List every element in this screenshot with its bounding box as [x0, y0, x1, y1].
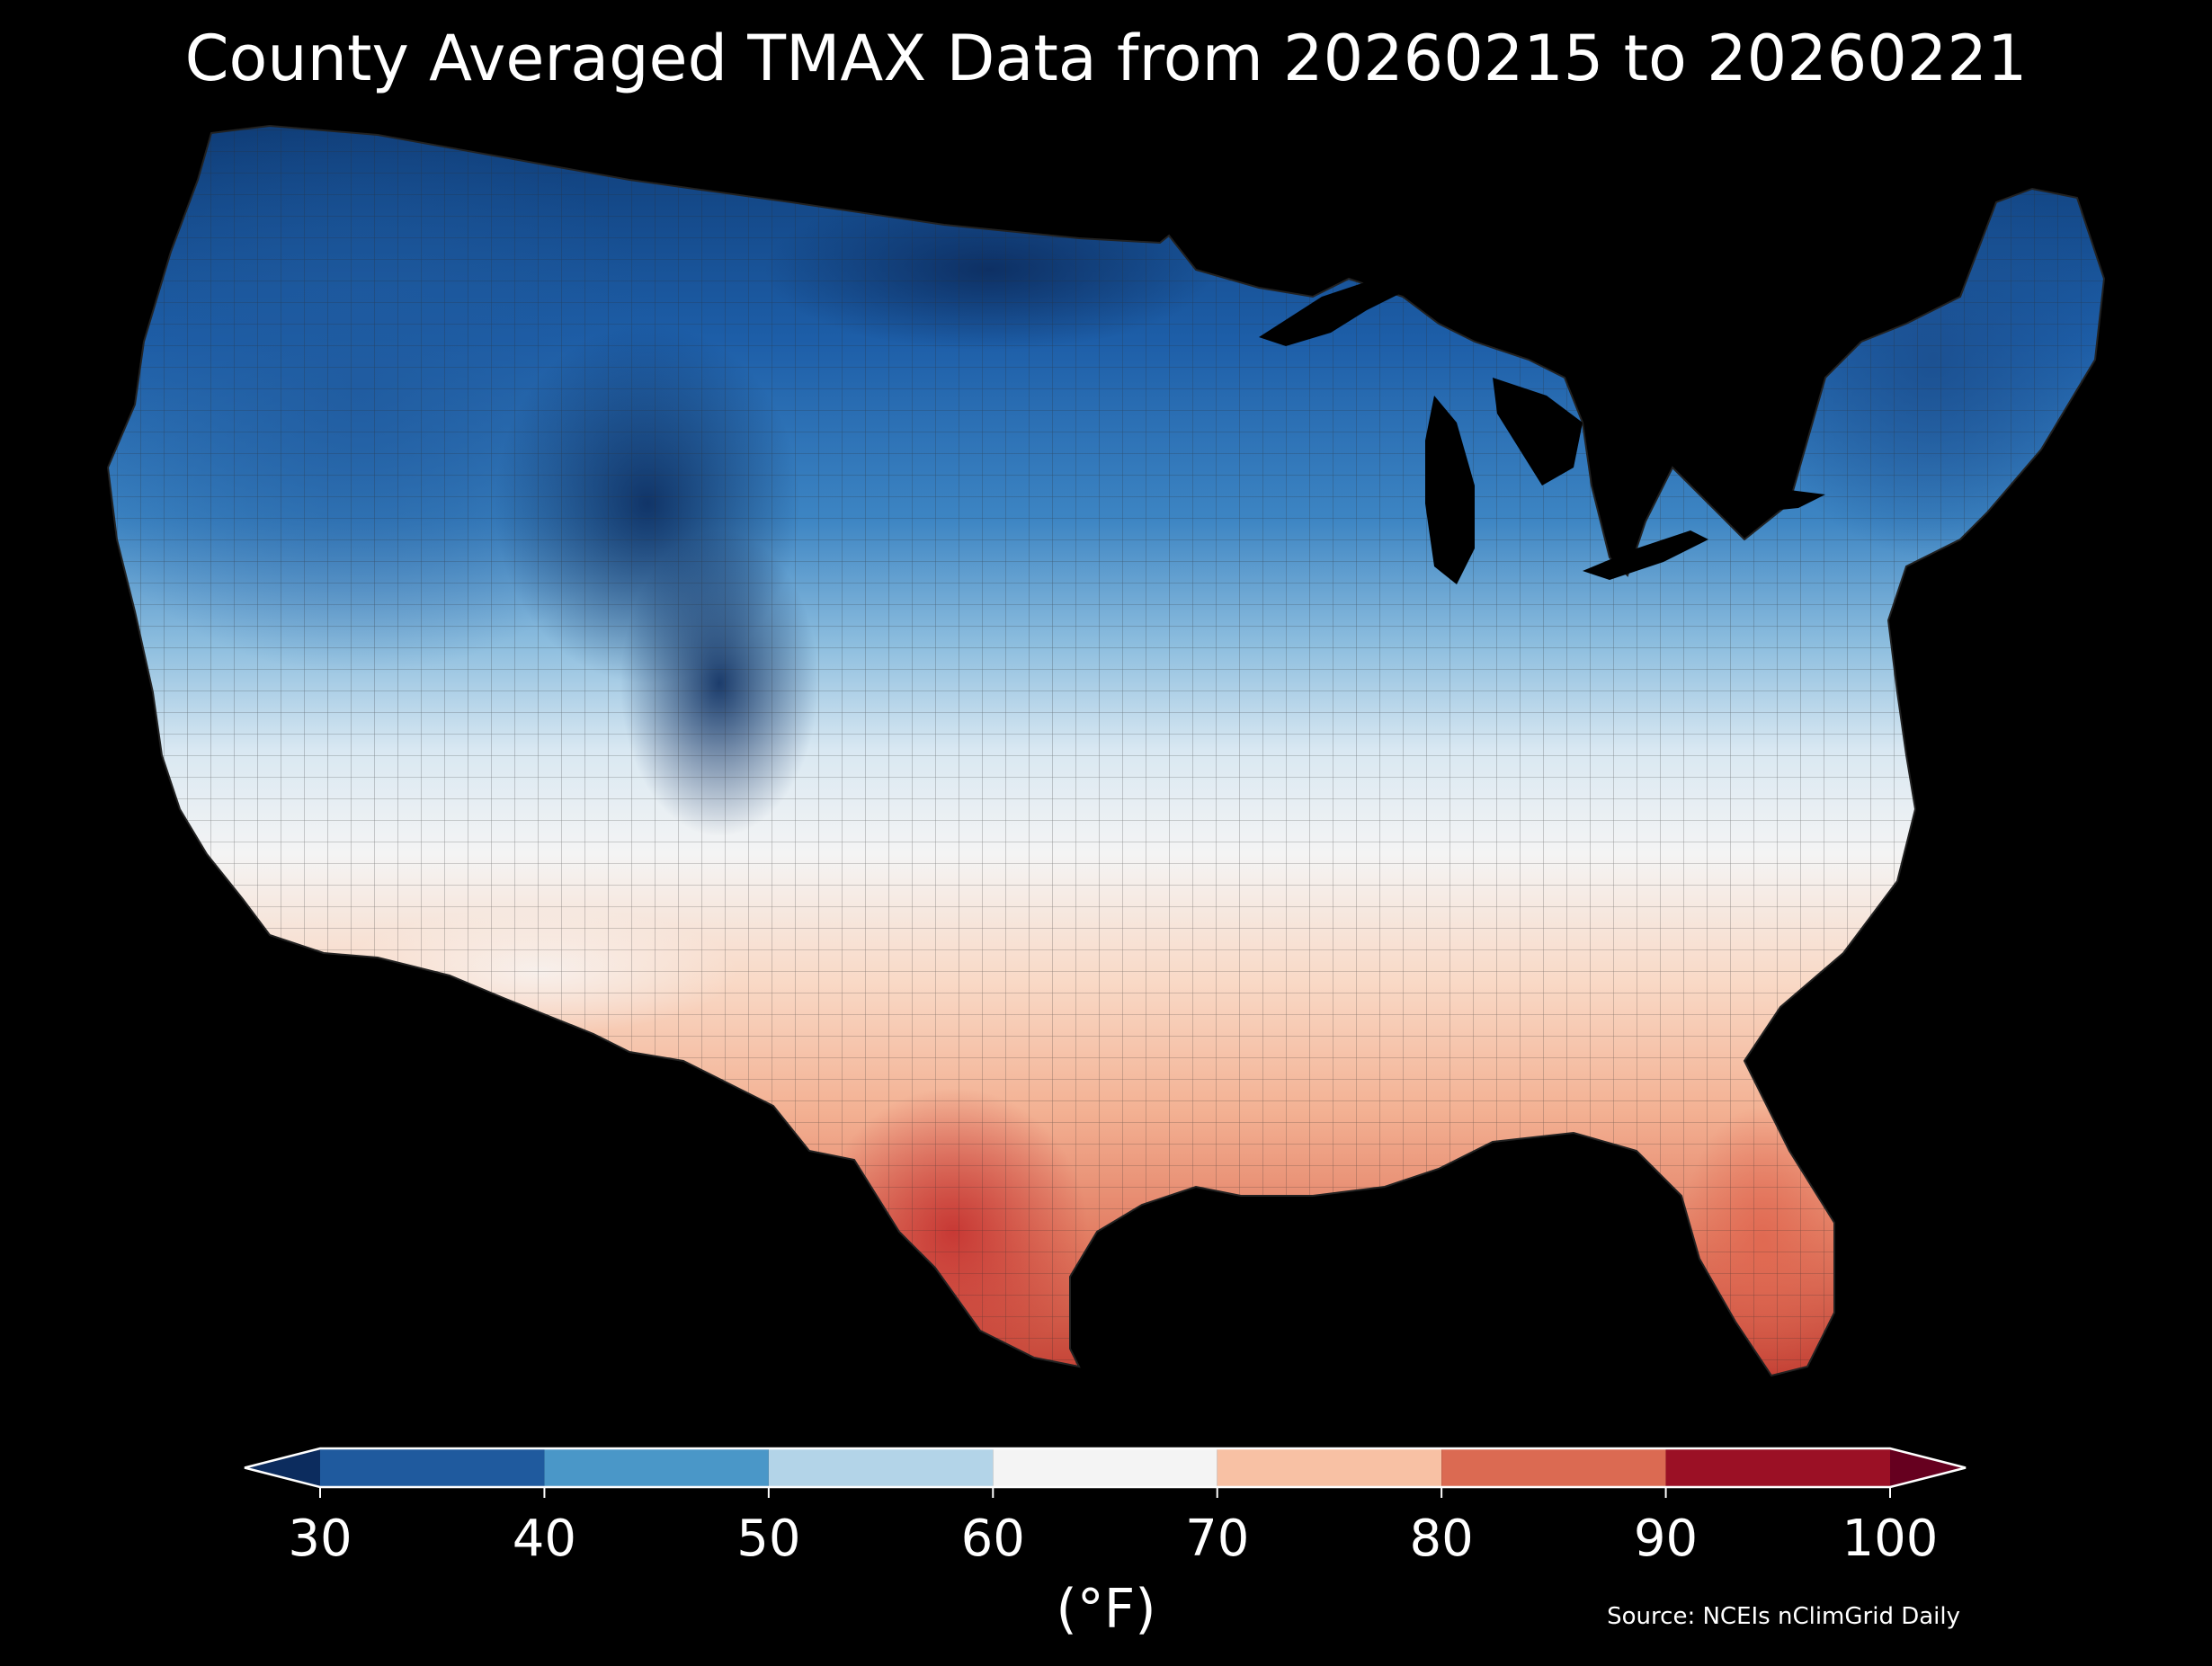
lake-superior: [1259, 279, 1412, 346]
colorbar-tick-label: 50: [736, 1510, 801, 1568]
lake-huron: [1493, 378, 1583, 486]
colorbar-over-arrow: [1890, 1448, 1966, 1487]
colorbar-tick-label: 30: [288, 1510, 352, 1568]
great-lakes: [1259, 279, 1825, 584]
colorbar-tick-label: 100: [1842, 1510, 1939, 1568]
colorbar-bin-3: [993, 1448, 1217, 1487]
colorbar-bin-4: [1217, 1448, 1442, 1487]
lake-ontario: [1735, 490, 1825, 512]
source-note: Source: NCEIs nClimGrid Daily: [1607, 1603, 1960, 1630]
colorbar-under-arrow: [245, 1448, 320, 1487]
colorbar-bin-5: [1441, 1448, 1666, 1487]
colorbar-tick-label: 40: [512, 1510, 577, 1568]
colorbar-bin-1: [544, 1448, 769, 1487]
colorbar-bin-2: [768, 1448, 994, 1487]
colorbar-tick-label: 80: [1409, 1510, 1474, 1568]
colorbar-bin-0: [320, 1448, 545, 1487]
colorbar-units-label: (°F): [1056, 1578, 1156, 1641]
map-title: County Averaged TMAX Data from 20260215 …: [184, 22, 2028, 95]
lake-erie: [1583, 530, 1708, 580]
colorbar-tick-label: 60: [960, 1510, 1025, 1568]
colorbar-tick-label: 90: [1633, 1510, 1699, 1568]
colorbar-bin-6: [1665, 1448, 1890, 1487]
colorbar-tick-label: 70: [1185, 1510, 1250, 1568]
lake-michigan: [1425, 396, 1475, 584]
